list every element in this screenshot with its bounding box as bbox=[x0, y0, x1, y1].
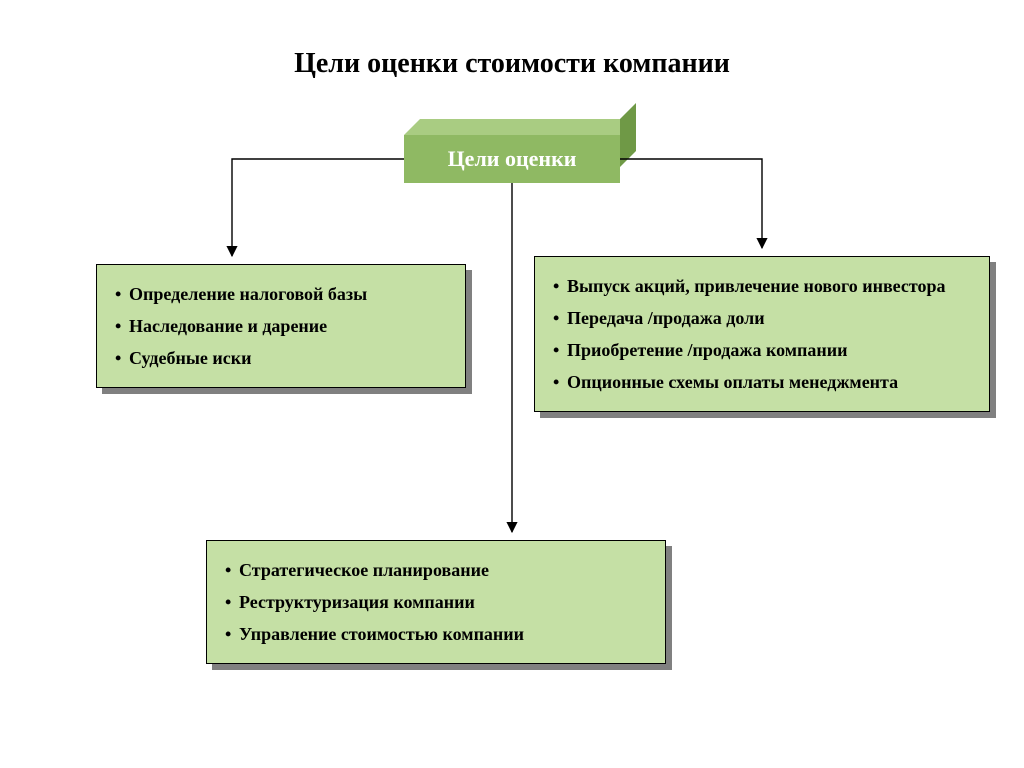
list-item: Передача /продажа доли bbox=[553, 305, 977, 331]
slide-title: Цели оценки стоимости компании bbox=[0, 48, 1024, 80]
list-item: Выпуск акций, привлечение нового инвесто… bbox=[553, 273, 977, 299]
list-item: Наследование и дарение bbox=[115, 313, 453, 339]
root-box-side bbox=[620, 103, 636, 167]
root-box-front: Цели оценки bbox=[404, 135, 620, 183]
list-item: Реструктуризация компании bbox=[225, 589, 653, 615]
list-item: Определение налоговой базы bbox=[115, 281, 453, 307]
list-item: Стратегическое планирование bbox=[225, 557, 653, 583]
card-left: Определение налоговой базы Наследование … bbox=[96, 264, 466, 388]
root-box: Цели оценки bbox=[404, 135, 620, 183]
card-bottom: Стратегическое планирование Реструктуриз… bbox=[206, 540, 666, 664]
card-right-list: Выпуск акций, привлечение нового инвесто… bbox=[535, 257, 989, 411]
card-left-list: Определение налоговой базы Наследование … bbox=[97, 265, 465, 387]
list-item: Приобретение /продажа компании bbox=[553, 337, 977, 363]
card-bottom-list: Стратегическое планирование Реструктуриз… bbox=[207, 541, 665, 663]
list-item: Опционные схемы оплаты менеджмента bbox=[553, 369, 977, 395]
card-right: Выпуск акций, привлечение нового инвесто… bbox=[534, 256, 990, 412]
list-item: Судебные иски bbox=[115, 345, 453, 371]
list-item: Управление стоимостью компании bbox=[225, 621, 653, 647]
root-box-label: Цели оценки bbox=[448, 146, 577, 172]
root-box-top bbox=[404, 119, 636, 135]
